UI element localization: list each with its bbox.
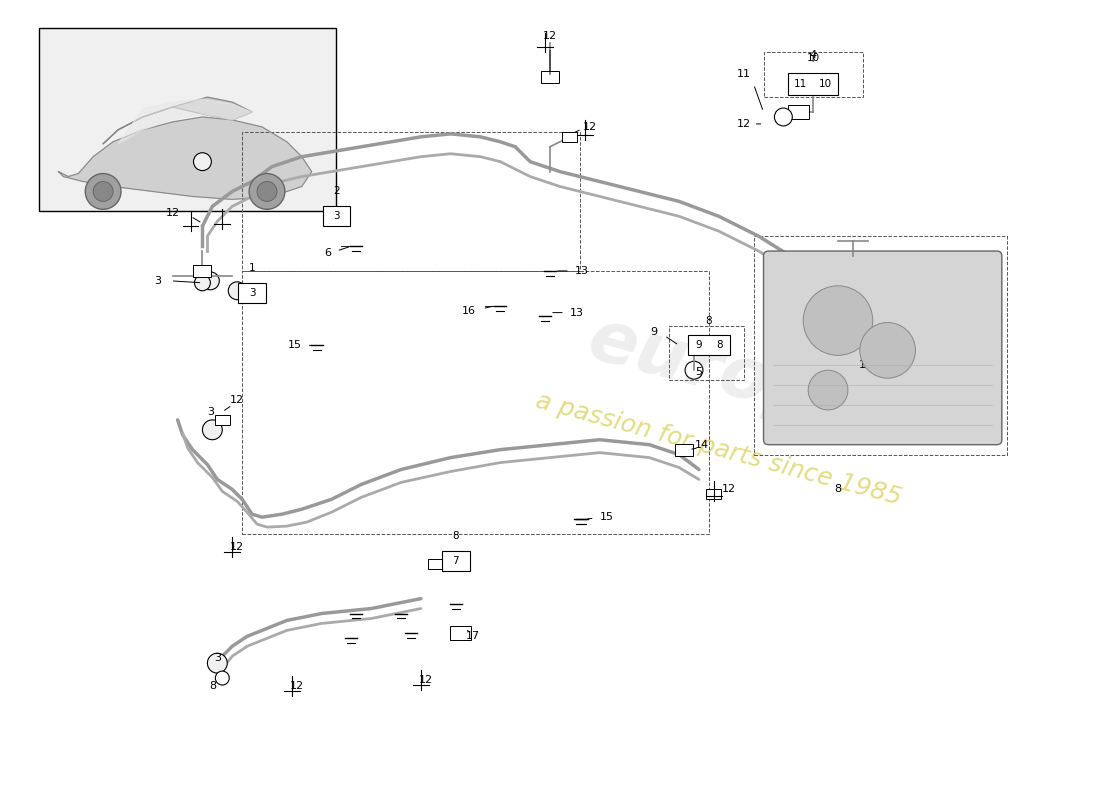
Text: 7: 7	[452, 556, 459, 566]
Text: 5: 5	[695, 367, 703, 377]
Text: 8: 8	[452, 531, 459, 541]
Text: 12: 12	[230, 542, 244, 552]
Bar	[788, 105, 808, 119]
Text: a passion for parts since 1985: a passion for parts since 1985	[534, 389, 904, 510]
Text: 8: 8	[209, 681, 216, 691]
Circle shape	[94, 182, 113, 202]
Circle shape	[194, 153, 211, 170]
Bar	[789, 74, 838, 95]
Polygon shape	[118, 99, 252, 144]
Text: 11: 11	[737, 70, 750, 79]
Circle shape	[685, 362, 703, 379]
Text: 3: 3	[333, 211, 340, 222]
Circle shape	[249, 174, 285, 210]
Text: 9: 9	[695, 340, 702, 350]
Bar	[763, 53, 862, 97]
Circle shape	[202, 420, 222, 440]
Text: 12: 12	[722, 484, 736, 494]
Bar	[39, 28, 337, 211]
Text: 4: 4	[810, 50, 816, 60]
Text: 3: 3	[154, 276, 162, 286]
Text: 1: 1	[249, 263, 255, 273]
Circle shape	[838, 330, 868, 360]
Text: 8: 8	[705, 315, 712, 326]
Polygon shape	[103, 97, 252, 144]
Bar	[322, 206, 351, 226]
Text: 15: 15	[600, 512, 614, 522]
Bar	[675, 444, 693, 456]
Circle shape	[216, 671, 229, 685]
Text: 8: 8	[862, 340, 869, 350]
Text: 9: 9	[651, 327, 658, 338]
Text: 16: 16	[462, 306, 475, 316]
Polygon shape	[58, 117, 311, 199]
Text: 13: 13	[575, 266, 589, 276]
Bar	[194, 265, 211, 277]
Text: 12: 12	[419, 675, 433, 685]
Circle shape	[803, 286, 872, 355]
Text: europes: europes	[581, 304, 916, 456]
Circle shape	[774, 108, 792, 126]
Text: 12: 12	[583, 122, 597, 132]
Text: 8: 8	[716, 340, 723, 350]
Circle shape	[808, 370, 848, 410]
Text: 2: 2	[333, 186, 340, 197]
Text: 8: 8	[835, 484, 842, 494]
Bar	[242, 132, 580, 271]
Text: 10: 10	[806, 54, 820, 63]
Bar	[562, 132, 578, 142]
Bar	[688, 335, 729, 355]
Text: 11: 11	[794, 79, 807, 90]
Bar	[239, 283, 266, 302]
Text: 12: 12	[166, 208, 179, 218]
Bar	[754, 236, 1007, 454]
Circle shape	[195, 275, 210, 290]
Text: 15: 15	[288, 340, 301, 350]
Bar	[706, 490, 722, 499]
Text: 12: 12	[289, 681, 304, 691]
Circle shape	[229, 282, 246, 300]
Text: 13: 13	[570, 308, 584, 318]
Bar	[450, 626, 471, 640]
Bar	[242, 271, 708, 534]
Bar	[689, 338, 710, 352]
Text: 12: 12	[230, 395, 244, 405]
Text: 12: 12	[543, 30, 557, 41]
FancyBboxPatch shape	[763, 251, 1002, 445]
Circle shape	[257, 182, 277, 202]
Circle shape	[860, 322, 915, 378]
Circle shape	[208, 654, 228, 673]
Bar	[541, 71, 559, 83]
Text: 3: 3	[207, 407, 213, 417]
Circle shape	[201, 272, 219, 290]
Text: 6: 6	[324, 248, 331, 258]
Circle shape	[86, 174, 121, 210]
Bar	[214, 415, 230, 425]
Text: 17: 17	[465, 631, 480, 642]
Text: 3: 3	[249, 288, 255, 298]
Text: 3: 3	[213, 653, 221, 663]
Text: 10: 10	[820, 79, 832, 90]
Text: 14: 14	[695, 440, 708, 450]
Text: 10: 10	[859, 360, 872, 370]
Bar	[442, 551, 470, 571]
Bar	[669, 326, 744, 380]
Bar	[428, 559, 443, 569]
Text: 12: 12	[737, 119, 750, 129]
